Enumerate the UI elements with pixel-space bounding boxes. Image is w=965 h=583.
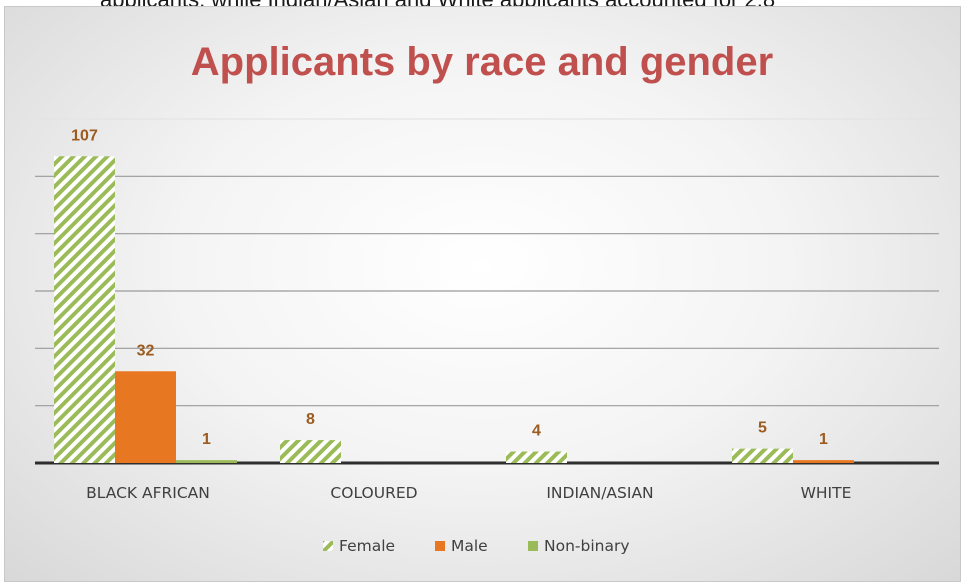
bar-non-binary-black-african — [176, 460, 237, 463]
legend-label: Non-binary — [544, 537, 630, 555]
legend: Female Male Non-binary — [323, 537, 630, 555]
data-label: 107 — [71, 127, 98, 144]
legend-label: Female — [339, 537, 395, 555]
category-label: BLACK AFRICAN — [86, 484, 210, 502]
legend-item-non-binary: Non-binary — [528, 537, 630, 555]
data-label: 32 — [137, 342, 155, 359]
legend-swatch — [323, 541, 333, 551]
category-label: INDIAN/ASIAN — [546, 484, 653, 502]
data-label: 1 — [202, 431, 211, 448]
bar-female-indian-asian — [506, 451, 567, 463]
data-label: 1 — [819, 431, 828, 448]
chart-title: Applicants by race and gender — [191, 40, 773, 84]
legend-item-male: Male — [435, 537, 488, 555]
chart-area: Applicants by race and gender 107 32 1 8 4 5 1… — [4, 6, 961, 582]
bar-male-black-african — [115, 371, 176, 463]
bar-male-white — [793, 460, 854, 463]
category-labels: BLACK AFRICAN COLOURED INDIAN/ASIAN WHITE — [86, 484, 851, 502]
legend-swatch — [435, 541, 445, 551]
bar-female-black-african — [54, 156, 115, 463]
data-label: 5 — [758, 420, 767, 437]
bar-female-coloured — [280, 440, 341, 463]
bars — [54, 156, 854, 463]
legend-swatch — [528, 541, 538, 551]
legend-label: Male — [451, 537, 488, 555]
category-label: WHITE — [801, 484, 852, 502]
category-label: COLOURED — [330, 484, 417, 502]
bar-female-white — [732, 448, 793, 463]
legend-item-female: Female — [323, 537, 395, 555]
data-label: 4 — [532, 423, 541, 440]
data-label: 8 — [306, 411, 315, 428]
